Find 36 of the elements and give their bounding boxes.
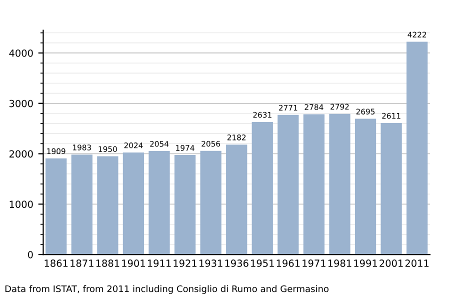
y-tick-label: 4000 — [9, 49, 33, 57]
bar — [380, 122, 402, 255]
x-tick-label: 1971 — [302, 260, 326, 267]
x-tick-label: 1861 — [44, 260, 68, 267]
y-tick-label: 0 — [28, 251, 33, 258]
bar — [200, 150, 222, 255]
bar — [97, 156, 118, 255]
x-tick-label: 1921 — [174, 260, 197, 267]
bar — [122, 152, 144, 255]
bar — [278, 114, 299, 255]
x-tick-label: 2011 — [405, 260, 429, 267]
bar — [71, 154, 92, 255]
y-tick-label: 2000 — [9, 150, 33, 158]
bar — [303, 114, 325, 255]
bar — [148, 151, 170, 255]
x-tick-label: 1951 — [251, 260, 274, 267]
x-tick-label: 1931 — [200, 260, 222, 267]
bar — [174, 155, 196, 255]
x-tick-label: 1936 — [225, 260, 248, 267]
bar — [406, 42, 428, 255]
x-tick-label: 1881 — [96, 260, 120, 267]
bar — [354, 118, 376, 255]
bar — [329, 114, 350, 255]
bar — [252, 122, 273, 255]
y-tick-label: 1000 — [10, 200, 33, 208]
x-tick-label: 1981 — [328, 260, 352, 267]
x-tick-label: 1901 — [122, 260, 145, 267]
x-tick-label: 1961 — [276, 260, 300, 267]
bar — [46, 158, 67, 255]
y-tick-label: 3000 — [10, 100, 33, 108]
x-tick-label: 2001 — [380, 260, 403, 267]
x-tick-label: 1871 — [70, 260, 94, 267]
text: Data from ISTAT, from 2011 including Consiglio di Rumo and Germasino — [5, 285, 329, 294]
x-tick-label: 1911 — [148, 260, 171, 267]
x-tick-label: 1991 — [354, 260, 377, 267]
bar — [226, 144, 248, 255]
